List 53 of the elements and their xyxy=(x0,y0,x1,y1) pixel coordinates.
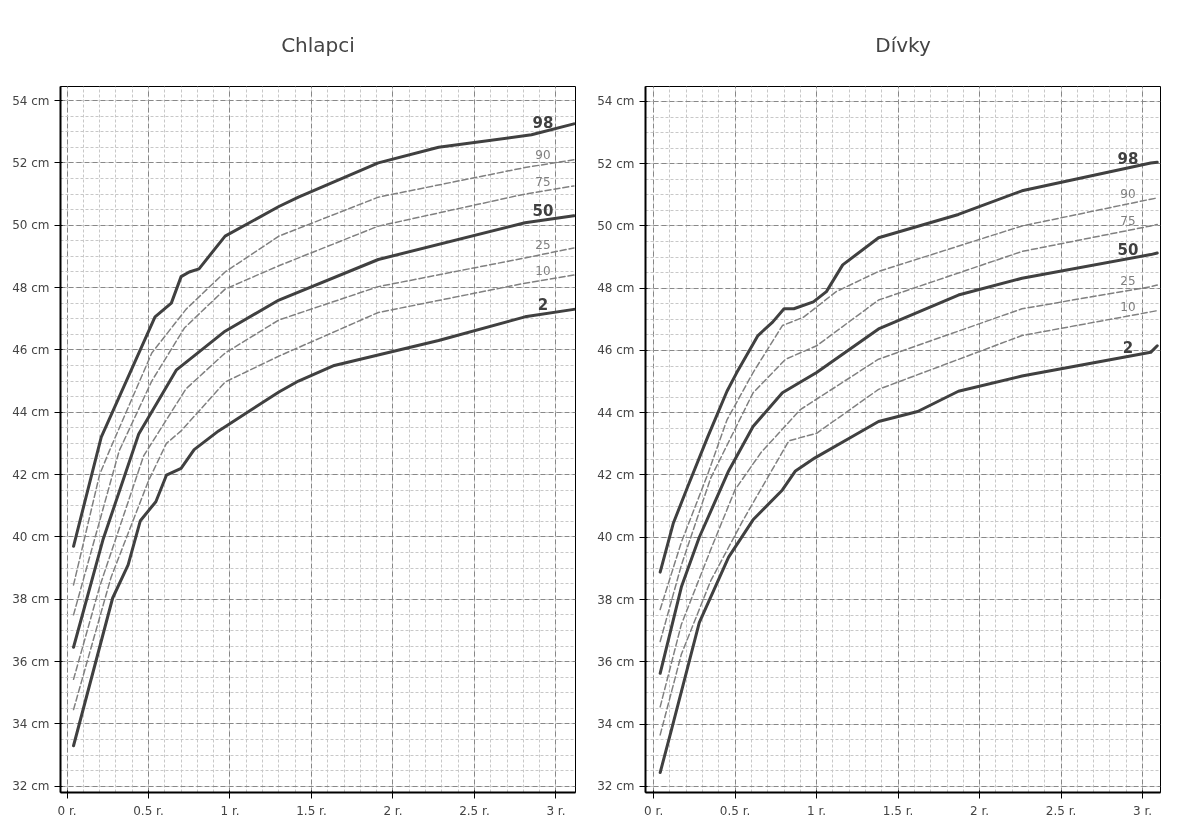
series-label: 50 xyxy=(532,202,554,221)
y-tick-label: 50 cm xyxy=(12,218,50,233)
y-tick-label: 32 cm xyxy=(597,779,635,794)
x-tick-label: 0 r. xyxy=(644,803,664,818)
x-tick-label: 2.5 r. xyxy=(1045,803,1077,818)
series-label: 25 xyxy=(1120,274,1136,289)
chart-title: Dívky xyxy=(875,32,931,57)
y-tick-label: 40 cm xyxy=(12,529,50,544)
y-tick-label: 52 cm xyxy=(597,156,635,171)
y-tick-label: 34 cm xyxy=(597,717,635,732)
y-tick-label: 48 cm xyxy=(597,281,635,296)
series-label: 10 xyxy=(535,263,551,278)
y-tick-label: 32 cm xyxy=(12,779,50,794)
series-label: 90 xyxy=(535,148,551,163)
series-label: 2 xyxy=(537,296,549,315)
series-label: 98 xyxy=(532,113,554,132)
y-tick-label: 46 cm xyxy=(597,343,635,358)
series-label: 50 xyxy=(1117,240,1139,259)
x-tick-label: 2.5 r. xyxy=(459,803,490,818)
x-tick-label: 2 r. xyxy=(970,803,990,818)
series-label: 10 xyxy=(1120,299,1136,314)
y-tick-label: 46 cm xyxy=(12,342,50,357)
y-tick-label: 34 cm xyxy=(12,716,50,731)
y-tick-label: 48 cm xyxy=(12,280,50,295)
x-tick-label: 0 r. xyxy=(57,803,77,818)
y-tick-label: 54 cm xyxy=(597,94,635,109)
y-tick-label: 50 cm xyxy=(597,218,635,233)
y-tick-label: 40 cm xyxy=(597,530,635,545)
x-tick-label: 3 r. xyxy=(1133,803,1153,818)
x-tick-label: 1.5 r. xyxy=(882,803,914,818)
series-label: 2 xyxy=(1122,338,1134,357)
y-tick-label: 38 cm xyxy=(597,592,635,607)
x-tick-label: 2 r. xyxy=(383,803,403,818)
y-tick-label: 36 cm xyxy=(597,654,635,669)
series-label: 75 xyxy=(1120,213,1136,228)
x-tick-label: 3 r. xyxy=(546,803,566,818)
series-label: 90 xyxy=(1120,187,1136,202)
series-label: 75 xyxy=(535,174,551,189)
x-tick-label: 0.5 r. xyxy=(133,803,164,818)
y-tick-label: 52 cm xyxy=(12,155,50,170)
x-tick-label: 0.5 r. xyxy=(719,803,751,818)
chart-title: Chlapci xyxy=(281,32,355,57)
x-tick-label: 1.5 r. xyxy=(296,803,327,818)
y-tick-label: 38 cm xyxy=(12,592,50,607)
y-tick-label: 42 cm xyxy=(12,467,50,482)
x-tick-label: 1 r. xyxy=(220,803,240,818)
y-tick-label: 44 cm xyxy=(12,405,50,420)
y-tick-label: 44 cm xyxy=(597,405,635,420)
y-tick-label: 54 cm xyxy=(12,93,50,108)
x-tick-label: 1 r. xyxy=(807,803,827,818)
y-tick-label: 36 cm xyxy=(12,654,50,669)
y-tick-label: 42 cm xyxy=(597,467,635,482)
series-label: 25 xyxy=(535,237,551,252)
